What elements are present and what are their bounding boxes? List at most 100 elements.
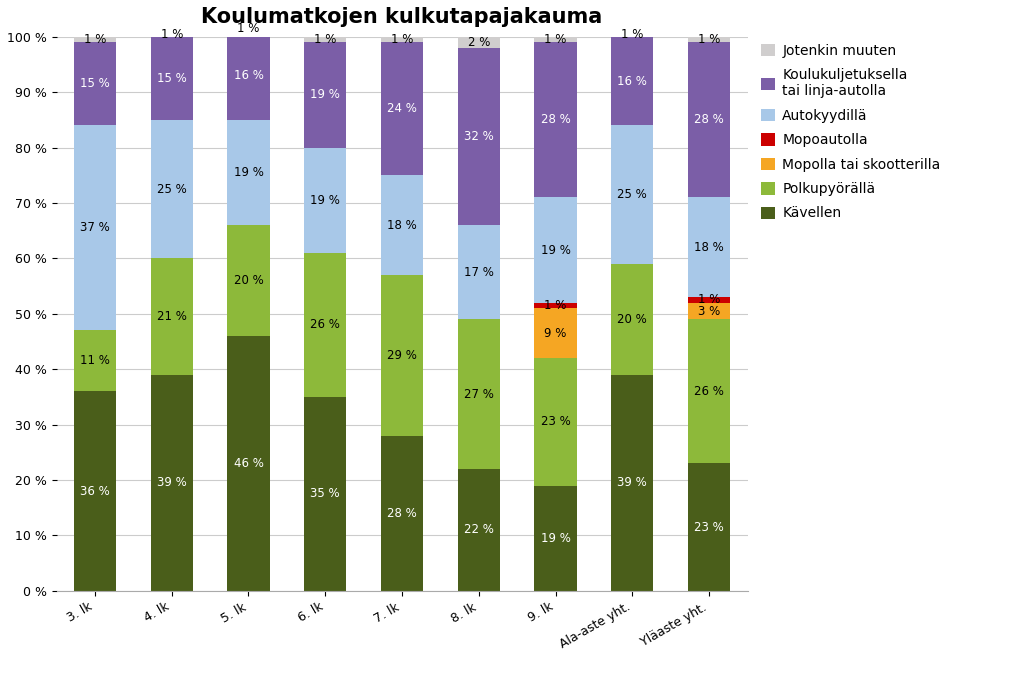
Text: 9 %: 9 % — [545, 327, 566, 340]
Text: 16 %: 16 % — [617, 74, 647, 88]
Text: 15 %: 15 % — [157, 72, 186, 85]
Text: 20 %: 20 % — [233, 274, 263, 287]
Text: 37 %: 37 % — [80, 222, 110, 234]
Bar — [151, 120, 193, 259]
Bar — [688, 303, 730, 319]
Text: 11 %: 11 % — [80, 354, 110, 368]
Bar — [611, 264, 653, 375]
Bar — [458, 48, 500, 225]
Text: 28 %: 28 % — [694, 113, 724, 126]
Bar — [688, 42, 730, 197]
Text: 18 %: 18 % — [694, 241, 724, 254]
Text: 23 %: 23 % — [541, 416, 570, 428]
Bar — [381, 42, 423, 175]
Text: 27 %: 27 % — [464, 388, 494, 400]
Bar — [535, 309, 577, 358]
Text: 1 %: 1 % — [622, 28, 643, 40]
Bar — [151, 31, 193, 37]
Bar — [688, 464, 730, 591]
Bar — [458, 469, 500, 591]
Text: 17 %: 17 % — [464, 265, 494, 279]
Bar — [304, 42, 346, 147]
Bar — [227, 225, 269, 336]
Bar — [535, 358, 577, 486]
Bar — [458, 37, 500, 48]
Title: Koulumatkojen kulkutapajakauma: Koulumatkojen kulkutapajakauma — [202, 7, 603, 27]
Text: 16 %: 16 % — [233, 69, 263, 82]
Text: 1 %: 1 % — [314, 33, 337, 46]
Text: 46 %: 46 % — [233, 457, 263, 470]
Text: 18 %: 18 % — [387, 219, 417, 231]
Bar — [74, 126, 116, 330]
Bar — [381, 436, 423, 591]
Text: 1 %: 1 % — [391, 33, 414, 46]
Bar — [611, 375, 653, 591]
Bar — [611, 31, 653, 37]
Bar — [381, 175, 423, 275]
Text: 1 %: 1 % — [545, 33, 566, 46]
Text: 36 %: 36 % — [80, 484, 110, 498]
Bar — [535, 42, 577, 197]
Text: 19 %: 19 % — [541, 532, 570, 545]
Text: 1 %: 1 % — [698, 293, 720, 306]
Bar — [304, 37, 346, 42]
Bar — [227, 26, 269, 31]
Text: 19 %: 19 % — [541, 243, 570, 256]
Text: 2 %: 2 % — [468, 36, 490, 49]
Bar — [611, 37, 653, 126]
Bar — [381, 275, 423, 436]
Text: 1 %: 1 % — [161, 28, 183, 40]
Text: 39 %: 39 % — [617, 476, 647, 489]
Text: 22 %: 22 % — [464, 523, 494, 537]
Bar — [304, 397, 346, 591]
Text: 3 %: 3 % — [698, 304, 720, 318]
Text: 28 %: 28 % — [541, 113, 570, 126]
Text: 35 %: 35 % — [310, 487, 340, 500]
Bar — [535, 486, 577, 591]
Bar — [688, 319, 730, 464]
Text: 1 %: 1 % — [84, 33, 106, 46]
Bar — [74, 391, 116, 591]
Bar — [381, 37, 423, 42]
Text: 24 %: 24 % — [387, 102, 417, 115]
Bar — [227, 120, 269, 225]
Text: 19 %: 19 % — [233, 166, 263, 179]
Bar — [74, 330, 116, 391]
Text: 26 %: 26 % — [694, 385, 724, 398]
Bar — [227, 336, 269, 591]
Text: 1 %: 1 % — [238, 22, 260, 35]
Bar — [227, 31, 269, 120]
Text: 39 %: 39 % — [157, 476, 186, 489]
Text: 19 %: 19 % — [310, 194, 340, 206]
Bar — [304, 147, 346, 253]
Bar — [535, 37, 577, 42]
Text: 25 %: 25 % — [157, 183, 186, 196]
Bar — [688, 37, 730, 42]
Text: 32 %: 32 % — [464, 130, 494, 143]
Text: 15 %: 15 % — [80, 77, 110, 90]
Bar — [535, 303, 577, 309]
Bar — [151, 375, 193, 591]
Bar — [688, 197, 730, 297]
Bar — [458, 225, 500, 319]
Text: 1 %: 1 % — [698, 33, 720, 46]
Text: 29 %: 29 % — [387, 349, 417, 362]
Text: 25 %: 25 % — [617, 188, 647, 201]
Bar — [458, 319, 500, 469]
Bar — [304, 253, 346, 397]
Bar — [74, 37, 116, 42]
Bar — [151, 37, 193, 120]
Legend: Jotenkin muuten, Koulukuljetuksella
tai linja-autolla, Autokyydillä, Mopoautolla: Jotenkin muuten, Koulukuljetuksella tai … — [762, 44, 940, 220]
Text: 1 %: 1 % — [545, 299, 566, 312]
Text: 20 %: 20 % — [617, 313, 647, 326]
Bar — [151, 259, 193, 375]
Bar — [688, 297, 730, 303]
Text: 26 %: 26 % — [310, 318, 340, 332]
Text: 23 %: 23 % — [694, 521, 724, 534]
Bar — [74, 42, 116, 126]
Text: 28 %: 28 % — [387, 507, 417, 520]
Bar — [611, 126, 653, 264]
Text: 19 %: 19 % — [310, 88, 340, 101]
Bar — [535, 197, 577, 303]
Text: 21 %: 21 % — [157, 310, 186, 323]
